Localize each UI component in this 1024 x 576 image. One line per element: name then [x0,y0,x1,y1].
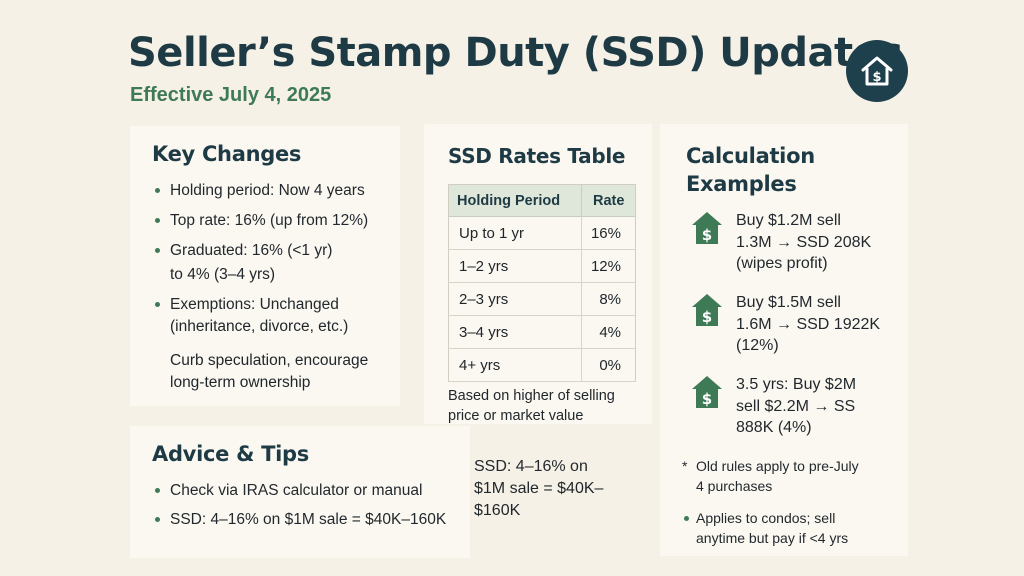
key-changes-goal-line2: long-term ownership [170,374,311,391]
holding-period-cell: 3–4 yrs [448,315,582,349]
rates-table-card: SSD Rates Table Holding Period Rate Up t… [424,124,652,424]
list-item-continuation: to 4% (3–4 yrs) [170,266,276,283]
svg-text:$: $ [702,308,712,326]
list-item: Holding period: Now 4 years [152,180,397,201]
table-row: 2–3 yrs 8% [448,282,636,316]
rates-table: Holding Period Rate Up to 1 yr 16% 1–2 y… [448,184,636,382]
calculation-heading-line1: Calculation [686,144,815,168]
holding-period-cell: 4+ yrs [448,348,582,382]
calculation-card: Calculation Examples $ Buy $1.2M sell 1.… [660,124,908,556]
svg-text:$: $ [872,70,881,85]
table-header-row: Holding Period Rate [448,184,636,217]
svg-text:$: $ [702,226,712,244]
svg-text:$: $ [702,390,712,408]
example-line: (12%) [736,337,779,354]
list-item: Check via IRAS calculator or manual [152,480,472,501]
list-item: Exemptions: Unchanged [152,294,397,315]
key-changes-card: Key Changes Holding period: Now 4 years … [130,126,400,406]
example-line: 1.3M → SSD 208K [736,233,872,251]
rates-table-heading: SSD Rates Table [448,144,626,168]
calc-note-2-line2: anytime but pay if <4 yrs [696,530,849,546]
example-1: Buy $1.2M sell 1.3M → SSD 208K (wipes pr… [736,210,871,275]
rates-extra-line3: $160K [474,502,521,519]
calc-note-1-line2: 4 purchases [696,478,773,494]
column-header-holding-period: Holding Period [448,184,582,217]
rate-cell: 12% [581,249,636,283]
rate-cell: 16% [581,216,636,250]
asterisk-icon: * [682,458,688,474]
key-changes-goal-line1: Curb speculation, encourage [170,352,369,369]
table-row: 1–2 yrs 12% [448,249,636,283]
holding-period-cell: 1–2 yrs [448,249,582,283]
house-dollar-icon: $ [690,292,724,328]
example-line: sell $2.2M → SS [736,397,856,415]
column-header-rate: Rate [581,184,636,217]
calc-note-1-line1: Old rules apply to pre-July [696,458,859,474]
example-line: Buy $1.2M sell [736,212,841,229]
page-subtitle: Effective July 4, 2025 [130,84,332,106]
holding-period-cell: Up to 1 yr [448,216,582,250]
holding-period-cell: 2–3 yrs [448,282,582,316]
bullet-icon [684,516,689,521]
list-item: SSD: 4–16% on $1M sale = $40K–160K [152,509,472,530]
rates-note-line2: price or market value [448,408,584,424]
list-item: Graduated: 16% (<1 yr) [152,240,397,261]
page-title: Seller’s Stamp Duty (SSD) Updates [128,30,903,76]
rate-cell: 4% [581,315,636,349]
example-line: (wipes profit) [736,255,828,272]
rates-extra-line2: $1M sale = $40K– [474,480,604,497]
example-line: 888K (4%) [736,419,812,436]
rate-cell: 0% [581,348,636,382]
house-dollar-icon: $ [690,374,724,410]
example-line: Buy $1.5M sell [736,294,841,311]
example-3: 3.5 yrs: Buy $2M sell $2.2M → SS 888K (4… [736,374,856,439]
advice-card: Advice & Tips Check via IRAS calculator … [130,426,470,558]
key-changes-heading: Key Changes [152,142,302,166]
example-2: Buy $1.5M sell 1.6M → SSD 1922K (12%) [736,292,880,357]
example-line: 3.5 yrs: Buy $2M [736,376,857,393]
advice-heading: Advice & Tips [152,442,309,466]
list-item-continuation: (inheritance, divorce, etc.) [170,318,349,335]
calc-note-2-line1: Applies to condos; sell [696,510,836,526]
example-line: 1.6M → SSD 1922K [736,315,881,333]
calculation-heading-line2: Examples [686,172,797,196]
rate-cell: 8% [581,282,636,316]
list-item: Top rate: 16% (up from 12%) [152,210,397,231]
table-row: 3–4 yrs 4% [448,315,636,349]
list-item: SSD: 4–16% on [456,456,656,478]
house-dollar-icon: $ [846,40,908,102]
rates-note-line1: Based on higher of selling [448,388,615,404]
house-dollar-icon: $ [690,210,724,246]
table-row: 4+ yrs 0% [448,348,636,382]
table-row: Up to 1 yr 16% [448,216,636,250]
